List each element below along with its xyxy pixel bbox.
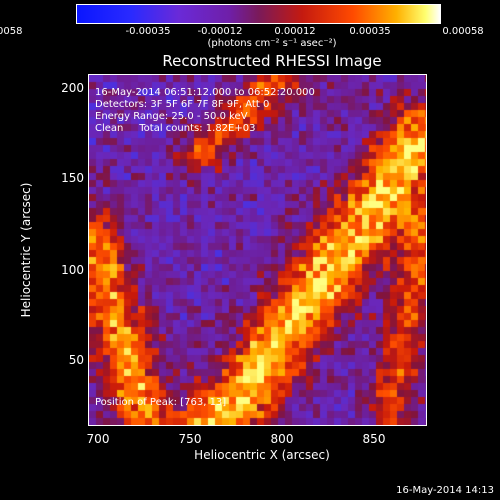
y-axis-label: Heliocentric Y (arcsec) [19, 182, 33, 318]
x-axis-label: Heliocentric X (arcsec) [194, 448, 330, 462]
y-tick-label: 150 [61, 171, 84, 185]
x-tick-label: 700 [86, 432, 110, 446]
colorbar [76, 4, 441, 24]
info-time: 16-May-2014 06:51:12.000 to 06:52:20.000 [95, 87, 315, 98]
image-plot: 16-May-2014 06:51:12.000 to 06:52:20.000… [88, 74, 427, 426]
y-tick-label: 200 [61, 81, 84, 95]
info-energy: Energy Range: 25.0 - 50.0 keV [95, 111, 248, 122]
rhessi-heatmap [89, 75, 426, 425]
info-peak: Position of Peak: [763, 13] [95, 397, 227, 408]
info-clean: Clean Total counts: 1.82E+03 [95, 123, 256, 134]
colorbar-tick: 0.00012 [274, 26, 316, 37]
x-tick-label: 750 [178, 432, 202, 446]
colorbar-tick: 0.00058 [442, 26, 484, 37]
y-tick-label: 50 [68, 353, 84, 367]
footer-timestamp: 16-May-2014 14:13 [396, 485, 494, 496]
x-tick-label: 800 [270, 432, 294, 446]
colorbar-units: (photons cm⁻² s⁻¹ asec⁻²) [207, 38, 337, 49]
plot-title: Reconstructed RHESSI Image [162, 52, 382, 70]
info-detectors: Detectors: 3F 5F 6F 7F 8F 9F, Att 0 [95, 99, 270, 110]
y-tick-label: 100 [61, 263, 84, 277]
x-tick-label: 850 [362, 432, 386, 446]
colorbar-tick: -0.00035 [125, 26, 171, 37]
colorbar-tick: -0.00012 [197, 26, 243, 37]
colorbar-tick: -0.00058 [0, 26, 23, 37]
colorbar-tick: 0.00035 [349, 26, 391, 37]
